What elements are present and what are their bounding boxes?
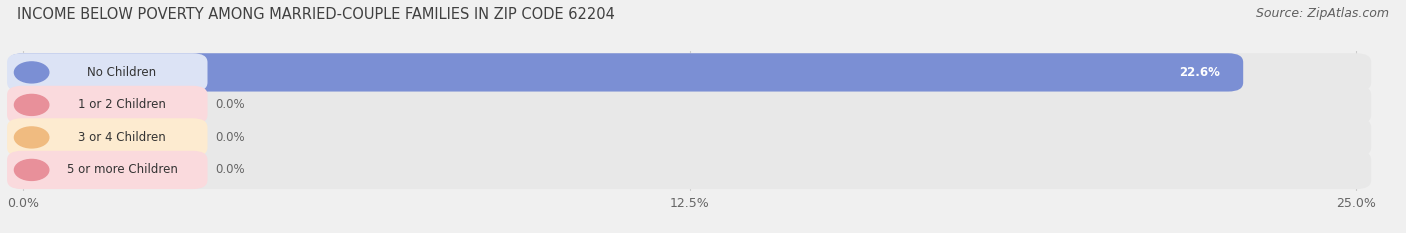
FancyBboxPatch shape	[7, 53, 208, 92]
FancyBboxPatch shape	[8, 53, 1243, 92]
FancyBboxPatch shape	[8, 118, 1371, 157]
Circle shape	[14, 159, 49, 180]
Circle shape	[14, 94, 49, 115]
Text: INCOME BELOW POVERTY AMONG MARRIED-COUPLE FAMILIES IN ZIP CODE 62204: INCOME BELOW POVERTY AMONG MARRIED-COUPL…	[17, 7, 614, 22]
Text: 0.0%: 0.0%	[215, 98, 245, 111]
Text: 5 or more Children: 5 or more Children	[66, 163, 177, 176]
Text: 0.0%: 0.0%	[215, 131, 245, 144]
FancyBboxPatch shape	[7, 151, 208, 189]
Text: 3 or 4 Children: 3 or 4 Children	[79, 131, 166, 144]
FancyBboxPatch shape	[8, 151, 1371, 189]
Text: 1 or 2 Children: 1 or 2 Children	[79, 98, 166, 111]
FancyBboxPatch shape	[8, 53, 1371, 92]
Text: No Children: No Children	[87, 66, 156, 79]
Circle shape	[14, 62, 49, 83]
FancyBboxPatch shape	[8, 86, 1371, 124]
FancyBboxPatch shape	[7, 118, 208, 157]
Text: 0.0%: 0.0%	[215, 163, 245, 176]
Circle shape	[14, 127, 49, 148]
FancyBboxPatch shape	[7, 86, 208, 124]
Text: 22.6%: 22.6%	[1180, 66, 1220, 79]
Text: Source: ZipAtlas.com: Source: ZipAtlas.com	[1256, 7, 1389, 20]
